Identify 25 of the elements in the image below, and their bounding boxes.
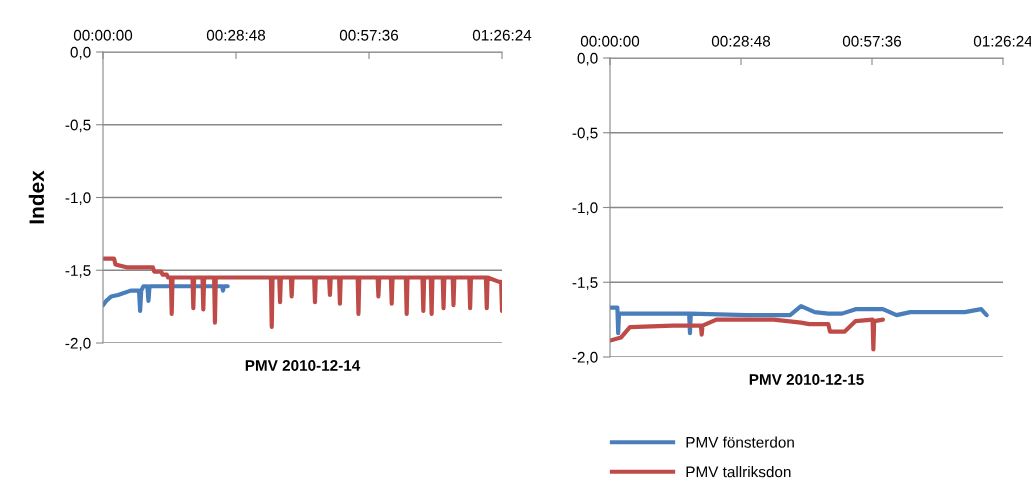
y-tick-label: -1,5 [572, 277, 598, 290]
y-tick-label: 0,0 [577, 52, 598, 66]
legend-label: PMV tallriksdon [686, 466, 791, 478]
y-tick-label: -2,0 [572, 351, 598, 365]
y-axis-title: Index [28, 170, 45, 224]
x-tick-label: 00:57:36 [339, 29, 399, 41]
line-series [103, 284, 230, 314]
x-tick-label: 01:26:24 [472, 29, 532, 41]
x-tick-label: 00:57:36 [842, 35, 902, 47]
line-series [610, 304, 989, 336]
y-tick-label: -0,5 [65, 119, 91, 133]
x-tick-label: 00:28:48 [206, 29, 266, 41]
x-tick-label: 00:00:00 [580, 35, 640, 47]
y-tick-label: -1,0 [572, 202, 598, 215]
legend-label: PMV fönsterdon [686, 436, 794, 448]
y-tick-label: -1,0 [65, 192, 91, 205]
y-tick-label: -0,5 [572, 127, 598, 141]
x-axis-title: PMV 2010-12-15 [749, 374, 864, 385]
y-tick-label: -2,0 [65, 337, 91, 351]
y-tick-label: 0,0 [70, 46, 91, 60]
y-tick-label: -1,5 [65, 265, 91, 278]
x-tick-label: 00:00:00 [73, 29, 133, 41]
x-tick-label: 00:28:48 [711, 35, 771, 47]
x-axis-title: PMV 2010-12-14 [245, 360, 361, 371]
line-series [610, 317, 886, 352]
